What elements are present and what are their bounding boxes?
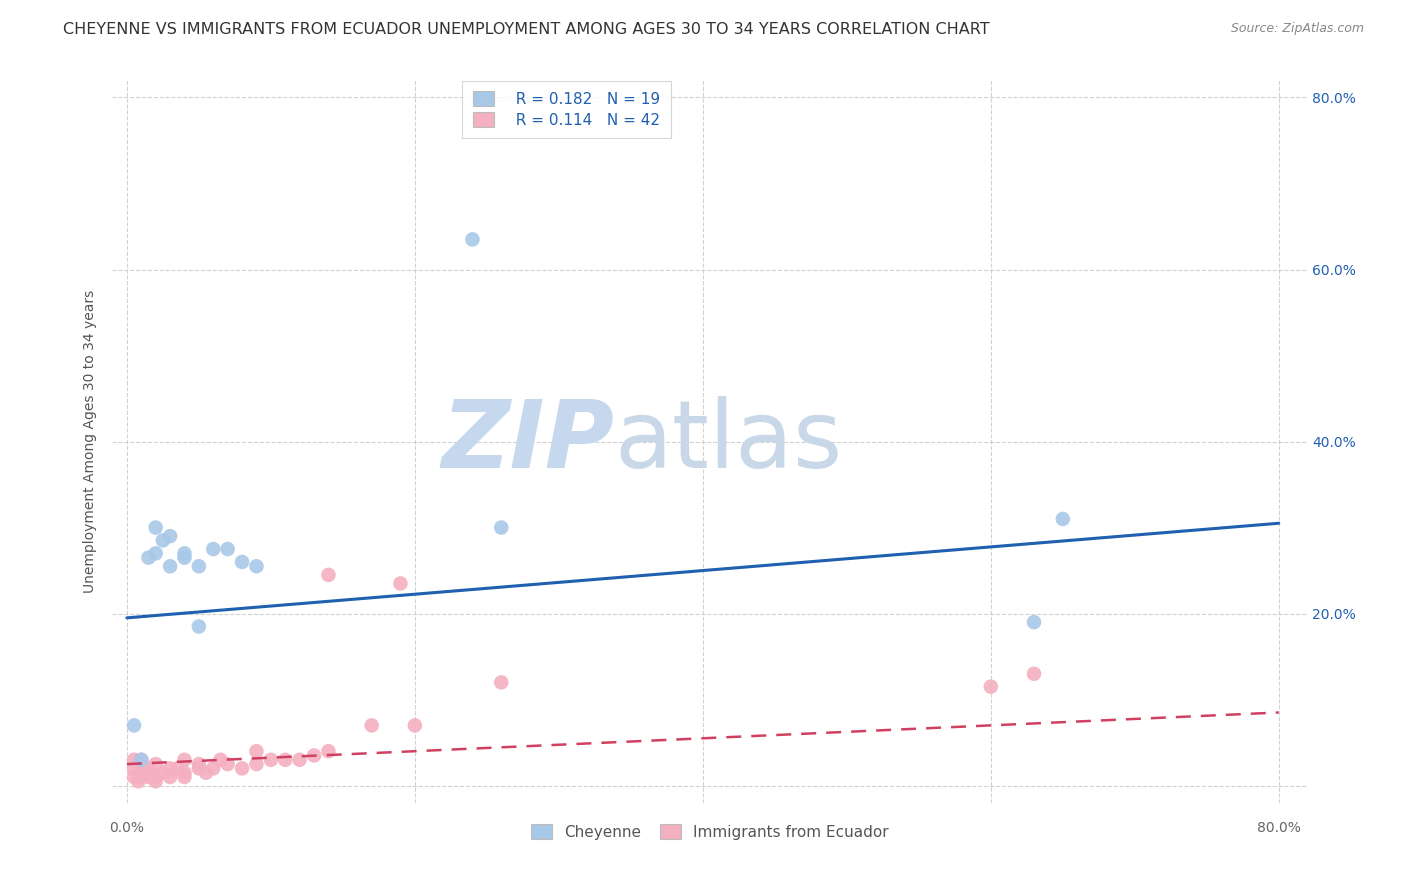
Point	[231, 555, 253, 569]
Point	[187, 761, 209, 775]
Point	[138, 765, 160, 780]
Point	[209, 753, 232, 767]
Point	[138, 770, 160, 784]
Legend: Cheyenne, Immigrants from Ecuador: Cheyenne, Immigrants from Ecuador	[524, 818, 896, 846]
Point	[129, 753, 152, 767]
Point	[173, 753, 195, 767]
Point	[318, 567, 340, 582]
Point	[274, 753, 297, 767]
Point	[129, 765, 152, 780]
Point	[389, 576, 412, 591]
Point	[360, 718, 382, 732]
Point	[217, 542, 239, 557]
Text: 0.0%: 0.0%	[110, 821, 145, 835]
Point	[159, 559, 181, 574]
Point	[318, 744, 340, 758]
Point	[122, 753, 145, 767]
Point	[129, 753, 152, 767]
Point	[166, 761, 188, 775]
Point	[145, 546, 167, 560]
Point	[217, 757, 239, 772]
Point	[173, 770, 195, 784]
Point	[145, 520, 167, 534]
Point	[145, 770, 167, 784]
Point	[202, 761, 225, 775]
Point	[122, 770, 145, 784]
Point	[404, 718, 426, 732]
Point	[138, 550, 160, 565]
Point	[173, 765, 195, 780]
Point	[1022, 666, 1045, 681]
Point	[152, 765, 174, 780]
Point	[202, 542, 225, 557]
Text: CHEYENNE VS IMMIGRANTS FROM ECUADOR UNEMPLOYMENT AMONG AGES 30 TO 34 YEARS CORRE: CHEYENNE VS IMMIGRANTS FROM ECUADOR UNEM…	[63, 22, 990, 37]
Point	[122, 718, 145, 732]
Point	[245, 744, 267, 758]
Point	[145, 774, 167, 789]
Point	[288, 753, 311, 767]
Point	[187, 757, 209, 772]
Point	[980, 680, 1002, 694]
Point	[245, 559, 267, 574]
Point	[159, 761, 181, 775]
Y-axis label: Unemployment Among Ages 30 to 34 years: Unemployment Among Ages 30 to 34 years	[83, 290, 97, 593]
Point	[461, 232, 484, 246]
Text: atlas: atlas	[614, 395, 842, 488]
Point	[491, 520, 513, 534]
Point	[173, 546, 195, 560]
Point	[159, 770, 181, 784]
Point	[129, 770, 152, 784]
Point	[187, 559, 209, 574]
Point	[231, 761, 253, 775]
Point	[152, 533, 174, 548]
Point	[159, 529, 181, 543]
Point	[302, 748, 325, 763]
Point	[173, 550, 195, 565]
Point	[129, 761, 152, 775]
Text: 80.0%: 80.0%	[1257, 821, 1301, 835]
Point	[187, 619, 209, 633]
Point	[260, 753, 283, 767]
Point	[1052, 512, 1074, 526]
Point	[127, 774, 149, 789]
Text: ZIP: ZIP	[441, 395, 614, 488]
Point	[245, 757, 267, 772]
Point	[122, 761, 145, 775]
Point	[145, 757, 167, 772]
Point	[491, 675, 513, 690]
Text: Source: ZipAtlas.com: Source: ZipAtlas.com	[1230, 22, 1364, 36]
Point	[195, 765, 218, 780]
Point	[138, 761, 160, 775]
Point	[1022, 615, 1045, 630]
